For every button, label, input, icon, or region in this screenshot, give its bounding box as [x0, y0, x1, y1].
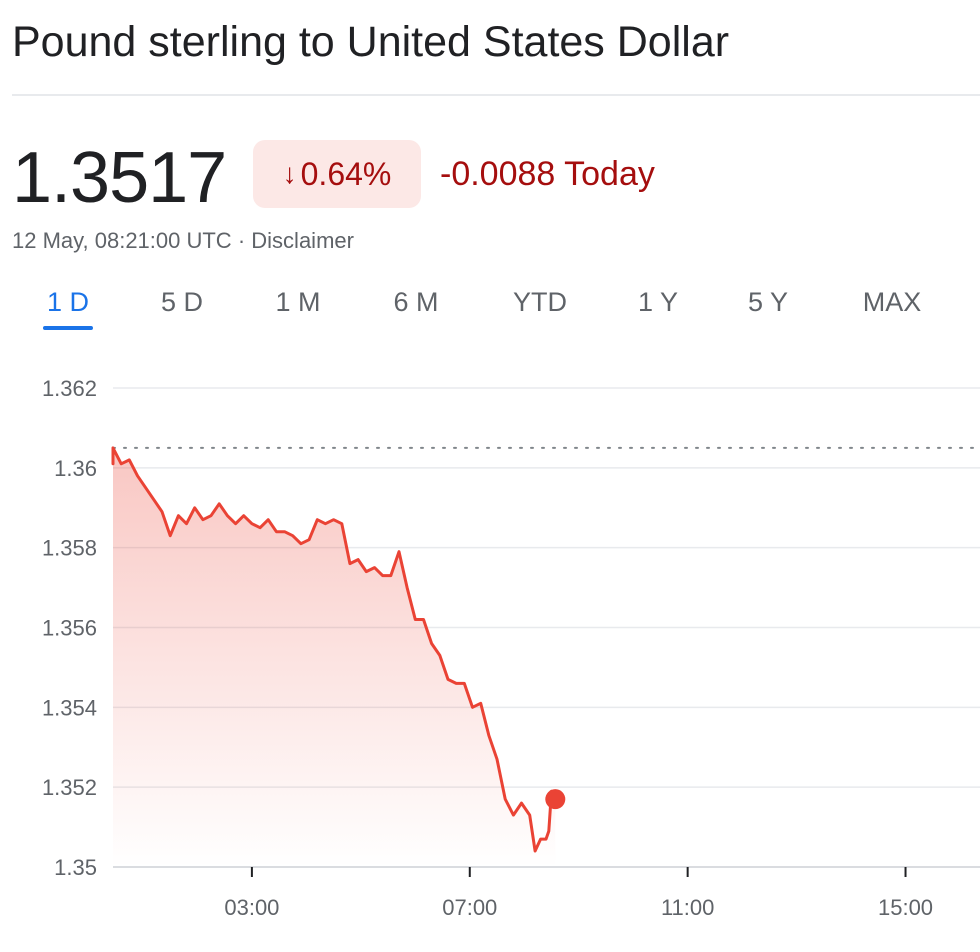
y-tick-label: 1.36 [54, 456, 97, 481]
tab-1m[interactable]: 1 M [275, 287, 321, 317]
change-percent: 0.64% [300, 155, 392, 192]
x-tick-label: 03:00 [224, 895, 279, 920]
current-price-marker[interactable] [545, 789, 566, 810]
header-divider [12, 94, 980, 96]
tab-1y[interactable]: 1 Y [637, 287, 679, 317]
tab-max[interactable]: MAX [862, 287, 922, 317]
timestamp-line: 12 May, 08:21:00 UTC · Disclaimer [12, 226, 354, 256]
y-tick-label: 1.352 [42, 775, 97, 800]
tab-ytd[interactable]: YTD [513, 287, 567, 317]
change-percent-badge: ↓ 0.64% [253, 140, 421, 208]
page-title: Pound sterling to United States Dollar [12, 18, 730, 66]
y-tick-label: 1.362 [42, 376, 97, 401]
price-chart[interactable]: 1.35 1.352 1.354 1.356 1.358 1.36 1.362 03:00 07… [0, 340, 980, 940]
timestamp: 12 May, 08:21:00 UTC [12, 228, 232, 253]
current-price: 1.3517 [12, 138, 227, 218]
range-tabs: 1 D 5 D 1 M 6 M YTD 1 Y 5 Y MAX [0, 282, 980, 334]
y-tick-label: 1.358 [42, 536, 97, 561]
x-tick-label: 15:00 [878, 895, 933, 920]
series-area-fill [113, 447, 556, 867]
tab-6m[interactable]: 6 M [393, 287, 439, 317]
separator: · [237, 228, 246, 253]
y-tick-label: 1.35 [54, 855, 97, 880]
change-absolute: -0.0088 Today [440, 155, 655, 193]
arrow-down-icon: ↓ [282, 158, 297, 189]
tab-5d[interactable]: 5 D [160, 287, 204, 317]
y-tick-label: 1.356 [42, 616, 97, 641]
y-tick-label: 1.354 [42, 695, 97, 720]
x-tick-label: 07:00 [442, 895, 497, 920]
series-line [111, 446, 557, 853]
tab-5y[interactable]: 5 Y [747, 287, 789, 317]
disclaimer-link[interactable]: Disclaimer [251, 228, 354, 253]
tab-1d[interactable]: 1 D [42, 282, 94, 330]
x-tick-label: 11:00 [661, 895, 714, 920]
